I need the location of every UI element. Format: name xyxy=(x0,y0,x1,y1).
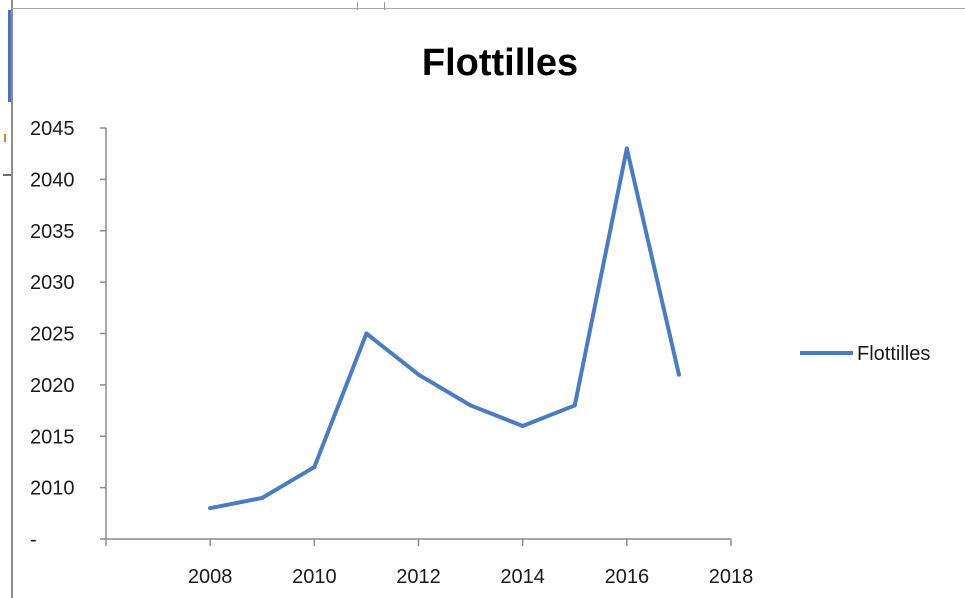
y-axis: 2045 2040 2035 2030 2025 2020 2015 2010 - xyxy=(30,118,107,551)
series-group xyxy=(208,146,681,511)
cell-tick xyxy=(3,174,11,176)
x-axis: 2008 2010 2012 2014 2016 2018 xyxy=(105,538,754,588)
x-tick-label: 2012 xyxy=(396,566,441,588)
window-left-border xyxy=(11,0,13,598)
data-point xyxy=(468,403,473,408)
y-tick-label: 2010 xyxy=(30,478,75,500)
column-marker xyxy=(384,2,385,10)
y-tick-label: 2045 xyxy=(30,118,75,140)
data-point xyxy=(260,495,265,500)
y-tick-label: 2030 xyxy=(30,272,75,294)
x-tick-label: 2014 xyxy=(500,566,545,588)
window-top-border xyxy=(11,8,965,9)
x-tick-label: 2018 xyxy=(709,566,754,588)
y-tick-label: 2015 xyxy=(30,426,75,448)
chart-title: Flottilles xyxy=(421,42,579,84)
legend-label: Flottilles xyxy=(857,343,930,365)
data-point xyxy=(572,403,577,408)
data-point xyxy=(676,372,681,377)
y-tick-label: - xyxy=(30,529,37,551)
y-tick-label: 2035 xyxy=(30,221,75,243)
x-tick-label: 2008 xyxy=(188,566,233,588)
data-point xyxy=(520,423,525,428)
x-tick-label: 2016 xyxy=(605,566,650,588)
y-tick-label: 2040 xyxy=(30,169,75,191)
data-point xyxy=(312,465,317,470)
data-point xyxy=(208,506,213,511)
series-line-flottilles xyxy=(208,146,681,511)
column-marker xyxy=(357,2,358,10)
data-point xyxy=(624,146,629,151)
cell-fragment xyxy=(4,134,12,142)
legend: Flottilles xyxy=(800,343,930,365)
data-point xyxy=(364,331,369,336)
selection-highlight xyxy=(8,10,11,102)
data-point xyxy=(416,372,421,377)
y-tick-label: 2025 xyxy=(30,324,75,346)
y-tick-label: 2020 xyxy=(30,375,75,397)
x-tick-label: 2010 xyxy=(292,566,337,588)
